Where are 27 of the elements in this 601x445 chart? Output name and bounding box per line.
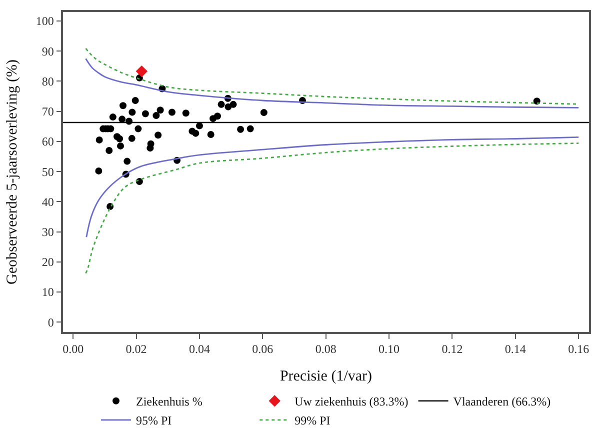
x-tick-label: 0.02 bbox=[126, 342, 147, 356]
y-tick-label: 0 bbox=[48, 315, 54, 330]
legend-label: Vlaanderen (66.3%) bbox=[453, 394, 551, 409]
y-tick-label: 20 bbox=[42, 255, 54, 270]
y-tick-label: 60 bbox=[42, 134, 54, 149]
y-tick-label: 70 bbox=[42, 104, 54, 119]
y-tick-label: 100 bbox=[36, 14, 54, 28]
x-axis-title: Precisie (1/var) bbox=[280, 368, 372, 385]
y-tick-label: 10 bbox=[42, 285, 54, 300]
x-tick-label: 0.00 bbox=[62, 342, 84, 356]
y-tick-label: 80 bbox=[42, 74, 54, 88]
x-tick-label: 0.14 bbox=[504, 342, 526, 356]
y-axis-title: Geobserveerde 5-jaarsoverleving (%) bbox=[4, 60, 21, 284]
y-tick-label: 50 bbox=[42, 164, 54, 179]
y-tick-label: 40 bbox=[42, 194, 54, 209]
x-tick-label: 0.16 bbox=[568, 342, 590, 356]
legend-label: Uw ziekenhuis (83.3%) bbox=[294, 394, 408, 409]
y-tick-label: 30 bbox=[42, 224, 54, 239]
legend-label: 99% PI bbox=[294, 414, 330, 428]
legend-label: Ziekenhuis % bbox=[136, 394, 202, 409]
legend-label: 95% PI bbox=[136, 414, 172, 428]
x-tick-label: 0.10 bbox=[378, 342, 400, 356]
x-tick-label: 0.06 bbox=[252, 342, 274, 356]
y-tick-label: 90 bbox=[42, 44, 54, 58]
x-tick-label: 0.12 bbox=[442, 342, 463, 356]
x-tick-label: 0.04 bbox=[188, 342, 210, 356]
x-tick-label: 0.08 bbox=[315, 342, 336, 356]
